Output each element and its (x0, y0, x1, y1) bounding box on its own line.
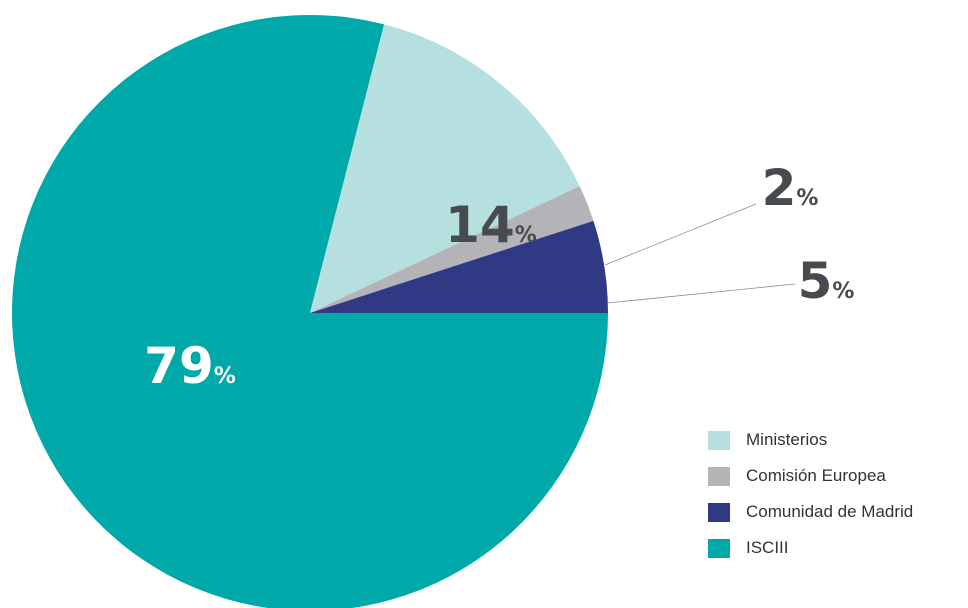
legend-label: Comisión Europea (746, 466, 886, 485)
legend-item-ministerios: Ministerios (708, 422, 913, 458)
data-label-isciii: 79% (144, 337, 236, 395)
pie-slices (12, 15, 608, 608)
legend-label: ISCIII (746, 538, 789, 557)
data-labels: 79% 14% 2% 5% (144, 159, 854, 395)
leader-line-comision-europea (604, 203, 757, 266)
pie-slice-comision-europea (310, 186, 594, 313)
chart-legend: Ministerios Comisión Europea Comunidad d… (708, 422, 913, 566)
data-label-comision-europea: 2% (762, 159, 819, 217)
legend-item-comunidad-de-madrid: Comunidad de Madrid (708, 494, 913, 530)
legend-swatch (708, 502, 730, 522)
legend-label: Comunidad de Madrid (746, 502, 914, 521)
legend-swatch (708, 538, 730, 558)
pie-slice-isciii (12, 15, 608, 608)
pie-slice-ministerios (310, 24, 580, 314)
legend-label: Ministerios (746, 430, 828, 449)
legend-swatch (708, 466, 730, 486)
legend-swatch (708, 430, 730, 450)
legend-item-isciii: ISCIII (708, 530, 913, 566)
data-label-ministerios: 14% (445, 196, 537, 254)
leader-line-comunidad-de-madrid (606, 283, 796, 304)
leader-lines (604, 203, 796, 304)
pie-slice-comunidad-de-madrid (310, 220, 608, 313)
data-label-comunidad-de-madrid: 5% (798, 252, 855, 310)
legend-item-comision-europea: Comisión Europea (708, 458, 913, 494)
